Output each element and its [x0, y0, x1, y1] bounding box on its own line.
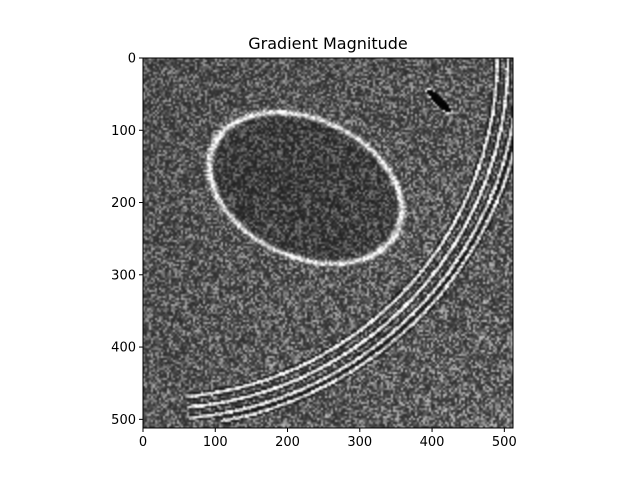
x-axis: 0 100 200 300 400 500: [139, 428, 517, 450]
y-tick-label: 500: [111, 413, 136, 428]
y-axis: 0 100 200 300 400 500: [111, 52, 143, 428]
gradient-magnitude-raster: [143, 58, 513, 428]
gradient-image: [143, 58, 513, 428]
axes-frame: [142, 57, 514, 429]
x-tick-label: 500: [492, 435, 517, 450]
x-tick-label: 400: [420, 435, 445, 450]
x-tick-label: 100: [203, 435, 228, 450]
x-tick-label: 300: [347, 435, 372, 450]
chart-title: Gradient Magnitude: [248, 34, 408, 53]
y-tick-label: 0: [128, 52, 136, 67]
x-tick-label: 0: [139, 435, 147, 450]
y-tick-label: 200: [111, 196, 136, 211]
y-tick-label: 100: [111, 124, 136, 139]
x-tick-label: 200: [275, 435, 300, 450]
y-tick-label: 400: [111, 341, 136, 356]
y-tick-label: 300: [111, 268, 136, 283]
